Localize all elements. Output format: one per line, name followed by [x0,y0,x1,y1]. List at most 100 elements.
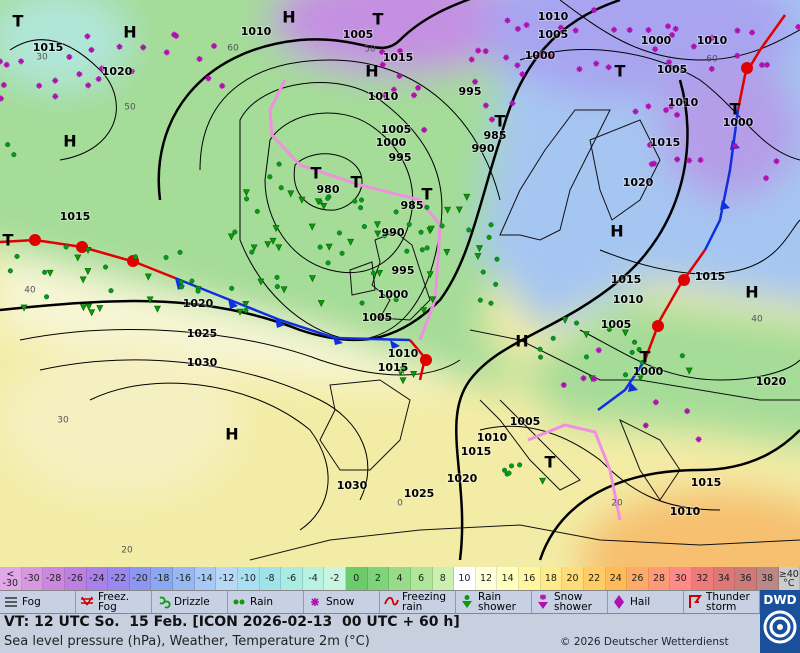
temperature-label: 30 [36,53,48,63]
rain-shower [426,271,434,279]
snow-symbol [98,65,105,72]
snow-symbol [509,100,516,107]
pressure-label: 1005 [601,318,632,331]
legend-icon [384,596,399,606]
rain-dot [419,247,425,253]
rain-dot [274,274,280,280]
snow-symbol [504,17,511,24]
snow-symbol [196,55,203,62]
scale-cell: 26 [627,567,649,590]
snow-symbol [709,34,716,41]
map-description: Sea level pressure (hPa), Weather, Tempe… [4,634,370,649]
rain-dot [278,185,284,191]
legend-icon [5,597,17,607]
rain-shower [308,275,316,283]
pressure-label: 1010 [668,96,699,109]
snow-symbol [605,64,612,71]
snow-symbol [519,71,526,78]
temperature-label: 20 [121,546,133,556]
temperature-label: 30 [57,416,69,426]
copyright: © 2026 Deutscher Wetterdienst [560,636,729,648]
rain-dot [177,249,183,255]
pressure-center: T [13,12,24,31]
snow-symbol [475,47,482,54]
snow-symbol [593,60,600,67]
rain-shower [242,300,250,308]
rain-dot [636,346,642,353]
pressure-label: 995 [459,85,482,98]
rain-dot [14,253,20,259]
temperature-scale: < -30 -30 -28 -26 -24 -22 -20 -18 -16 -14 -12 -10 -8… [0,567,800,590]
pressure-label: 1025 [187,327,218,340]
scale-cell: -2 [324,567,346,590]
legend-label: Freezing rain [402,591,447,613]
pressure-label: 1010 [670,505,701,518]
rain-shower [298,196,306,204]
snow-symbol [472,78,479,85]
rain-shower [474,253,482,261]
rain-dot [7,268,13,274]
snow-symbol [95,76,102,83]
temperature-label: 0 [397,499,403,509]
pressure-label: 1020 [183,297,214,310]
snow-symbol [3,61,10,68]
snow-symbol [488,116,495,123]
legend-item: Snow [304,591,380,613]
snow-symbol [674,156,681,163]
legend-label: Rain [250,596,274,608]
temperature-label: 20 [611,499,623,509]
rain-dot [358,197,365,203]
rain-shower [227,233,235,241]
rain-shower [399,366,407,374]
pressure-center: H [123,23,136,42]
rain-shower [146,296,154,304]
scale-cell: 32 [692,567,714,590]
snow-symbol [632,108,639,115]
legend-item: Freezing rain [380,591,456,613]
scale-cell: 38 [756,567,779,590]
scale-cell: -26 [64,567,87,590]
snow-symbol [128,68,135,75]
scale-cell: 18 [540,567,563,590]
legend-label: Thunder storm [706,591,750,613]
rain-dot [508,463,515,469]
rain-shower [85,303,93,311]
legend-item: Hail [608,591,684,613]
pressure-label: 1030 [187,356,218,369]
snow-symbol [514,25,521,32]
scale-cell: -10 [237,567,260,590]
snow-symbol [173,32,180,39]
snow-symbol [379,48,386,55]
snow-symbol [468,56,475,63]
rain-dot [132,254,138,260]
snow-symbol [734,27,741,34]
rain-dot [42,269,48,275]
snow-symbol [695,436,702,443]
legend-item: Rain [228,591,304,613]
pressure-label: 1015 [378,361,409,374]
snow-symbol [763,175,770,182]
snow-symbol [697,157,704,164]
pressure-label: 1000 [376,136,407,149]
scale-cell: -22 [108,567,130,590]
scale-cell: -6 [281,567,303,590]
scale-cell: 22 [583,567,606,590]
snow-symbol [652,46,659,53]
rain-dot [480,269,486,275]
legend-label: Snow shower [554,591,592,613]
snow-symbol [85,82,92,89]
snow-symbol [667,103,674,110]
snow-symbol [666,59,673,66]
pressure-center: H [610,222,623,241]
rain-shower [685,367,693,375]
rain-shower [429,296,437,304]
snow-symbol [219,82,226,89]
pressure-label: 1005 [657,63,688,76]
rain-shower [463,193,471,201]
rain-dot [339,250,345,256]
snow-symbol [163,49,170,56]
rain-shower [420,307,428,315]
pressure-label: 1030 [337,479,368,492]
rain-dot [517,462,523,468]
